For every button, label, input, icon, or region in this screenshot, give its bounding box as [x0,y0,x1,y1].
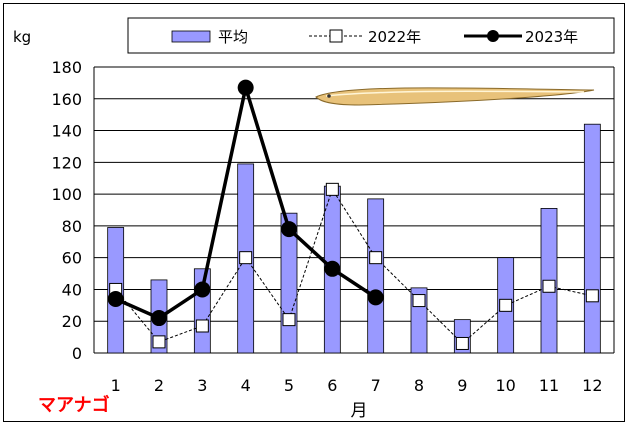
marker-2022 [542,279,556,293]
marker-2022 [369,251,383,265]
marker-2023 [194,281,211,298]
line-series-2023 [107,79,384,327]
legend-marker-2022 [329,29,343,43]
marker-2023 [324,260,341,277]
marker-2022 [282,313,296,327]
y-tick-label: 160 [51,90,82,109]
y-tick-label: 80 [62,217,82,236]
species-label: マアナゴ [38,394,110,416]
x-tick-label: 4 [241,376,251,395]
y-tick-label: 180 [51,58,82,77]
y-tick-label: 0 [72,344,82,363]
x-tick-label: 6 [327,376,337,395]
marker-2023 [367,289,384,306]
x-tick-label: 12 [582,376,602,395]
x-tick-labels: 1 2 3 4 5 6 7 8 9 10 11 12 [111,376,603,395]
bar-series [107,123,601,354]
legend: 平均 2022年 2023年 [127,17,615,54]
x-tick-label: 5 [284,376,294,395]
marker-2022 [325,182,339,196]
legend-swatch-avg [171,30,211,43]
x-tick-label: 8 [414,376,424,395]
x-tick-label: 3 [197,376,207,395]
marker-2022 [195,319,209,333]
chart-frame: 0 20 40 60 80 100 120 140 160 180 1 2 3 4 5 6 7 8 9 10 11 12… [3,3,625,422]
x-axis-title: 月 [351,401,368,421]
y-tick-label: 120 [51,153,82,172]
marker-2023 [281,221,297,238]
marker-2022 [585,289,599,303]
x-tick-label: 2 [154,376,164,395]
y-tick-label: 40 [62,280,82,299]
eel-illustration [315,87,595,106]
line-2022 [115,188,593,345]
marker-2022 [455,336,469,350]
x-tick-label: 1 [111,376,121,395]
marker-2022 [152,335,166,349]
bar-avg [367,198,385,354]
line-series-2022 [109,182,599,350]
y-tick-label: 140 [51,122,82,141]
y-tick-labels: 0 20 40 60 80 100 120 140 160 180 [51,58,82,363]
x-tick-label: 7 [371,376,381,395]
marker-2023 [151,310,167,327]
x-tick-label: 11 [539,376,559,395]
marker-2023 [107,290,124,307]
legend-label-2023: 2023年 [525,28,578,46]
x-tick-label: 10 [495,376,515,395]
y-tick-label: 100 [51,185,82,204]
bar-avg [583,123,601,354]
marker-2022 [499,298,513,312]
legend-marker-2023 [487,30,499,42]
marker-2022 [239,251,253,265]
y-axis-unit: kg [13,28,31,46]
marker-2022 [412,294,426,308]
y-tick-label: 60 [62,249,82,268]
marker-2023 [237,79,254,96]
legend-label-2022: 2022年 [368,28,421,46]
legend-label-avg: 平均 [218,28,248,46]
y-tick-label: 20 [62,312,82,331]
x-tick-label: 9 [457,376,467,395]
